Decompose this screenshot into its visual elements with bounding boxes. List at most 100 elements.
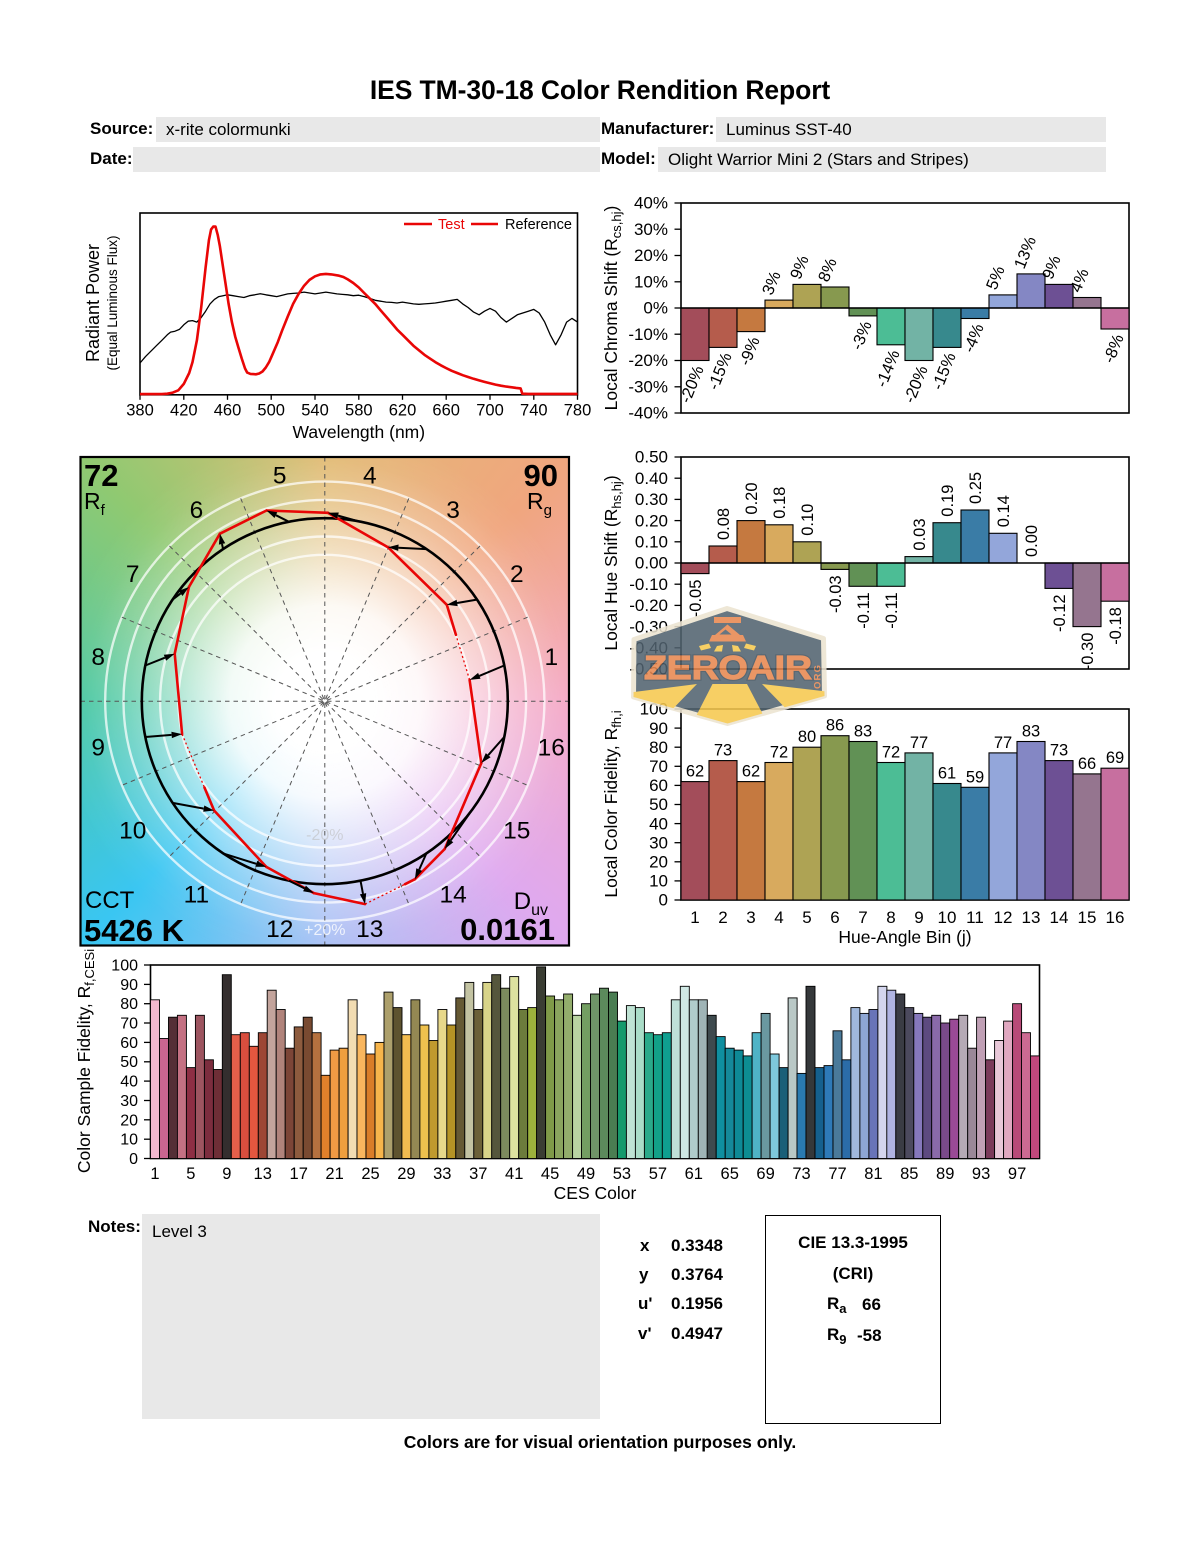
svg-text:100: 100	[111, 958, 138, 975]
svg-text:9: 9	[914, 908, 923, 927]
svg-text:90: 90	[524, 458, 558, 493]
svg-text:580: 580	[345, 402, 373, 420]
svg-text:7: 7	[858, 908, 867, 927]
svg-text:65: 65	[721, 1165, 739, 1183]
svg-text:15: 15	[503, 818, 530, 845]
svg-text:90: 90	[120, 977, 138, 994]
svg-text:Local Chroma Shift (Rcs,hj): Local Chroma Shift (Rcs,hj)	[601, 206, 624, 411]
svg-text:1: 1	[150, 1165, 159, 1183]
svg-text:6: 6	[190, 497, 204, 524]
svg-text:83: 83	[1022, 723, 1040, 741]
svg-text:2: 2	[510, 561, 524, 588]
svg-text:80: 80	[649, 738, 668, 757]
svg-text:53: 53	[613, 1165, 631, 1183]
svg-text:+20%: +20%	[304, 922, 345, 939]
svg-text:30%: 30%	[634, 220, 668, 239]
svg-text:40%: 40%	[634, 194, 668, 213]
svg-text:-40%: -40%	[628, 404, 668, 423]
svg-text:0.10: 0.10	[799, 504, 817, 536]
svg-text:700: 700	[476, 402, 504, 420]
svg-text:Local Hue Shift (Rhs,hj): Local Hue Shift (Rhs,hj)	[601, 475, 624, 650]
svg-text:5: 5	[186, 1165, 195, 1183]
svg-text:86: 86	[826, 717, 844, 735]
svg-text:CES Color: CES Color	[554, 1183, 637, 1203]
svg-text:10: 10	[119, 818, 146, 845]
svg-text:81: 81	[864, 1165, 882, 1183]
svg-text:89: 89	[936, 1165, 954, 1183]
svg-text:25: 25	[361, 1165, 379, 1183]
svg-text:9: 9	[91, 734, 105, 761]
svg-text:3: 3	[446, 497, 460, 524]
svg-text:Test: Test	[438, 217, 465, 233]
svg-text:420: 420	[170, 402, 198, 420]
svg-text:62: 62	[686, 763, 704, 781]
svg-text:21: 21	[325, 1165, 343, 1183]
svg-text:61: 61	[938, 765, 956, 783]
svg-text:-0.03: -0.03	[827, 575, 845, 613]
svg-text:660: 660	[432, 402, 460, 420]
svg-text:Rf: Rf	[84, 488, 106, 519]
svg-text:59: 59	[966, 768, 984, 786]
svg-text:41: 41	[505, 1165, 523, 1183]
svg-text:8: 8	[91, 644, 105, 671]
svg-text:10%: 10%	[634, 272, 668, 291]
svg-text:(Equal Luminous Flux): (Equal Luminous Flux)	[105, 235, 120, 370]
svg-text:83: 83	[854, 723, 872, 741]
svg-text:-0.05: -0.05	[687, 580, 705, 618]
svg-text:72: 72	[84, 458, 118, 493]
svg-text:500: 500	[257, 402, 285, 420]
svg-text:4: 4	[363, 463, 377, 490]
svg-text:33: 33	[433, 1165, 451, 1183]
svg-text:-0.20: -0.20	[629, 596, 668, 615]
svg-text:61: 61	[685, 1165, 703, 1183]
svg-text:-30%: -30%	[628, 377, 668, 396]
svg-text:15: 15	[1078, 908, 1097, 927]
svg-text:Reference: Reference	[505, 217, 572, 233]
svg-text:3: 3	[746, 908, 755, 927]
svg-text:-0.18: -0.18	[1107, 607, 1125, 645]
svg-text:60: 60	[120, 1035, 138, 1052]
svg-text:50: 50	[120, 1054, 138, 1071]
svg-text:6: 6	[830, 908, 839, 927]
svg-text:60: 60	[649, 776, 668, 795]
svg-text:Hue-Angle Bin (j): Hue-Angle Bin (j)	[838, 927, 971, 947]
svg-text:740: 740	[520, 402, 548, 420]
svg-text:20%: 20%	[634, 246, 668, 265]
svg-text:5426 K: 5426 K	[84, 913, 185, 948]
svg-text:0.00: 0.00	[1023, 525, 1041, 557]
svg-text:-0.30: -0.30	[1079, 633, 1097, 671]
svg-text:20: 20	[120, 1112, 138, 1129]
svg-text:13: 13	[356, 916, 383, 943]
svg-text:62: 62	[742, 763, 760, 781]
svg-text:9: 9	[222, 1165, 231, 1183]
svg-text:0.0161: 0.0161	[460, 912, 555, 947]
svg-text:80: 80	[798, 728, 816, 746]
svg-text:73: 73	[714, 742, 732, 760]
svg-text:69: 69	[1106, 749, 1124, 767]
svg-text:16: 16	[538, 734, 565, 761]
svg-text:77: 77	[828, 1165, 846, 1183]
svg-text:13: 13	[1022, 908, 1041, 927]
svg-text:20: 20	[649, 853, 668, 872]
svg-text:0.00: 0.00	[635, 554, 668, 573]
svg-text:0.19: 0.19	[939, 485, 957, 517]
svg-text:30: 30	[649, 833, 668, 852]
svg-text:0.10: 0.10	[635, 533, 668, 552]
svg-text:50: 50	[649, 795, 668, 814]
svg-text:37: 37	[469, 1165, 487, 1183]
svg-text:16: 16	[1106, 908, 1125, 927]
svg-text:540: 540	[301, 402, 329, 420]
svg-text:0: 0	[129, 1151, 138, 1168]
svg-text:0.25: 0.25	[967, 472, 985, 504]
svg-text:10: 10	[649, 872, 668, 891]
svg-text:30: 30	[120, 1093, 138, 1110]
svg-text:0.40: 0.40	[635, 469, 668, 488]
svg-text:380: 380	[126, 402, 154, 420]
svg-text:0.14: 0.14	[995, 495, 1013, 527]
svg-text:10: 10	[938, 908, 957, 927]
svg-text:66: 66	[1078, 755, 1096, 773]
svg-text:12: 12	[994, 908, 1013, 927]
svg-text:72: 72	[882, 744, 900, 762]
svg-text:85: 85	[900, 1165, 918, 1183]
svg-text:5: 5	[802, 908, 811, 927]
